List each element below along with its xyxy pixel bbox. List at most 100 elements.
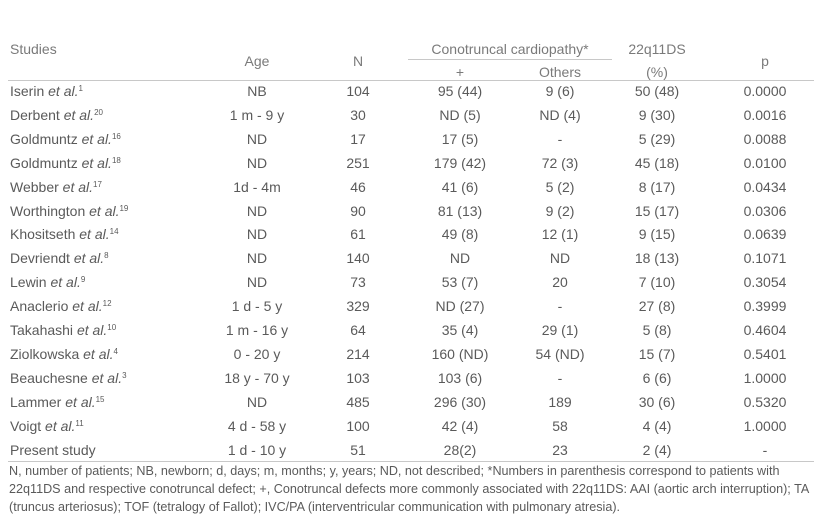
study-name: Worthington <box>10 202 86 219</box>
reference: 9 <box>80 275 86 285</box>
cell: 103 <box>346 369 370 386</box>
study-name: Iserin <box>10 83 45 99</box>
cell: 1 m - 16 y <box>225 322 289 338</box>
cell: 0.3999 <box>743 298 787 315</box>
study-cell: Iserin et al.1 <box>10 82 83 100</box>
header-rule <box>8 80 814 81</box>
study-name: Anaclerio <box>10 298 69 315</box>
cell: 29 (1) <box>541 322 579 338</box>
et-al: et al. <box>91 369 123 386</box>
study-name: Takahashi <box>10 322 74 338</box>
cell: 0.0100 <box>743 154 787 171</box>
cell: 485 <box>346 393 370 410</box>
cell: 30 (6) <box>638 393 676 410</box>
cell: 17 <box>350 130 366 147</box>
cell: 9 (15) <box>638 226 676 243</box>
study-name: Goldmuntz <box>10 130 78 147</box>
cell: 95 (44) <box>437 83 483 99</box>
study-cell: Lewin et al.9 <box>10 273 85 291</box>
cell: 104 <box>346 83 370 99</box>
cell: ND <box>246 202 268 219</box>
footnote: N, number of patients; NB, newborn; d, d… <box>9 464 809 514</box>
column-header: 22q11DS <box>628 41 686 57</box>
cell: 251 <box>346 154 370 171</box>
study-cell: Khositseth et al.14 <box>10 225 119 243</box>
study-cell: Takahashi et al.10 <box>10 321 116 339</box>
reference: 19 <box>119 203 129 213</box>
cell: 27 (8) <box>638 298 676 315</box>
cell: 15 (17) <box>634 202 680 219</box>
column-header: p <box>761 53 769 69</box>
cell: 15 (7) <box>638 345 676 362</box>
et-al: et al. <box>45 417 76 434</box>
reference: 12 <box>102 299 112 309</box>
cell: 46 <box>350 178 366 195</box>
cell: ND <box>246 226 268 243</box>
cell: - <box>557 298 563 315</box>
cell: 140 <box>346 250 370 267</box>
study-name: Goldmuntz <box>10 154 78 171</box>
cell: 0.4604 <box>743 322 787 338</box>
cell: 0.3054 <box>743 274 787 291</box>
cell: 50 (48) <box>634 83 680 99</box>
cell: ND (4) <box>539 106 581 123</box>
study-cell: Voigt et al.11 <box>10 417 84 435</box>
cell: 41 (6) <box>441 178 479 195</box>
study-cell: Ziolkowska et al.4 <box>10 345 118 363</box>
cell: 9 (30) <box>638 106 676 123</box>
study-name: Lammer <box>10 393 62 410</box>
et-al: et al. <box>63 106 95 123</box>
cell: 0.0306 <box>743 202 787 219</box>
cell: 0.0434 <box>743 178 787 195</box>
et-al: et al. <box>72 298 103 315</box>
cell: ND <box>246 130 268 147</box>
cell: ND <box>449 250 471 267</box>
cell: 9 (6) <box>545 83 575 99</box>
study-cell: Anaclerio et al.12 <box>10 297 112 315</box>
cell: 100 <box>346 417 370 434</box>
study-name: Derbent <box>10 106 60 123</box>
cell: 8 (17) <box>638 178 676 195</box>
cell: 1d - 4m <box>233 178 281 195</box>
cell: 18 (13) <box>634 250 680 267</box>
cell: 5 (29) <box>638 130 676 147</box>
et-al: et al. <box>62 178 94 195</box>
cell: 28(2) <box>443 441 477 458</box>
cell: - <box>557 130 563 147</box>
study-name: Ziolkowska <box>10 345 80 362</box>
cell: 329 <box>346 298 370 315</box>
cell: 51 <box>350 441 366 458</box>
cell: 20 <box>552 274 568 291</box>
reference: 17 <box>93 179 102 189</box>
cell: - <box>557 369 563 386</box>
column-header: (%) <box>646 64 668 80</box>
cell: 17 (5) <box>441 130 479 147</box>
et-al: et al. <box>50 274 81 291</box>
cell: 296 (30) <box>433 393 487 410</box>
cell: 53 (7) <box>441 274 479 291</box>
reference: 15 <box>95 394 105 404</box>
cell: 1 d - 10 y <box>227 441 287 458</box>
cell: 5 (8) <box>642 322 672 338</box>
cell: ND <box>246 393 268 410</box>
column-header: Others <box>538 64 582 80</box>
study-name: Voigt <box>10 417 42 434</box>
cell: 2 (4) <box>642 441 672 458</box>
study-name: Present study <box>10 441 96 458</box>
column-header: Age <box>244 53 270 69</box>
table-bottom-rule <box>8 461 814 462</box>
cell: 0.0016 <box>743 106 787 123</box>
cell: 7 (10) <box>638 274 676 291</box>
cell: NB <box>247 83 267 99</box>
study-cell: Goldmuntz et al.16 <box>10 130 121 148</box>
cell: ND <box>246 274 268 291</box>
study-cell: Beauchesne et al.3 <box>10 369 127 387</box>
cell: 160 (ND) <box>431 345 489 362</box>
et-al: et al. <box>83 345 114 362</box>
study-cell: Devriendt et al.8 <box>10 249 109 267</box>
reference: 4 <box>113 346 118 356</box>
reference: 8 <box>104 251 109 261</box>
cell: 0.0639 <box>743 226 787 243</box>
column-header: N <box>352 53 364 69</box>
